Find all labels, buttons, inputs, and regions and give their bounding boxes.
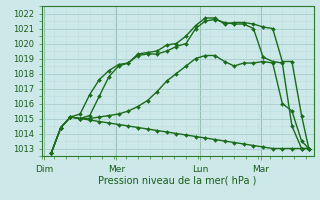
X-axis label: Pression niveau de la mer( hPa ): Pression niveau de la mer( hPa ) [99, 175, 257, 185]
